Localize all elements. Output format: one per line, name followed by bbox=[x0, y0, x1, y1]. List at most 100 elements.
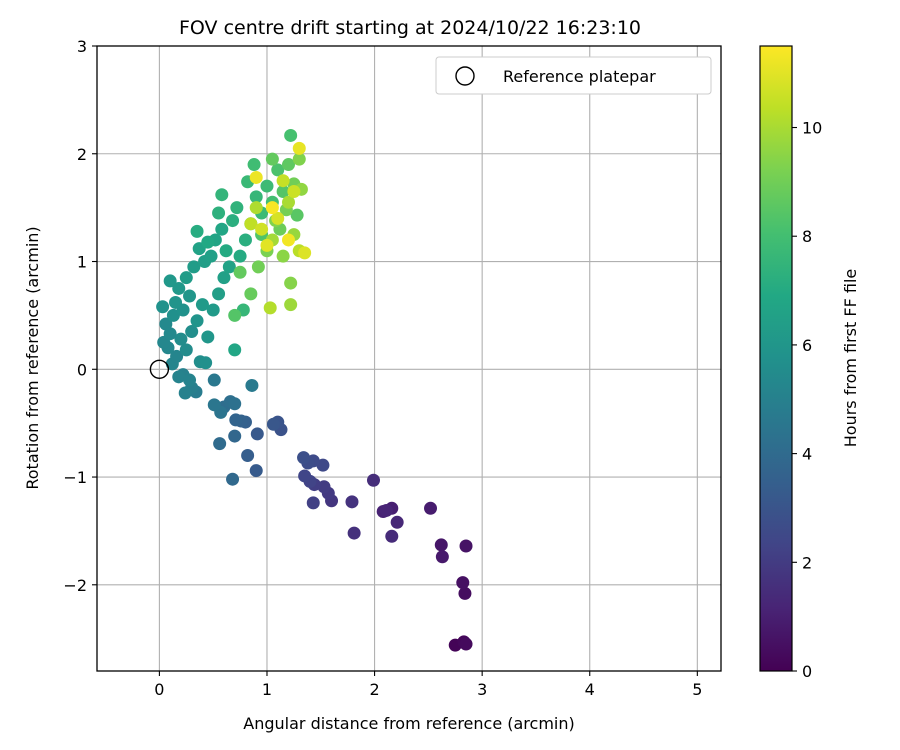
data-point bbox=[458, 586, 472, 600]
y-tick-label: −2 bbox=[63, 576, 87, 595]
data-point bbox=[434, 538, 448, 552]
data-point bbox=[233, 265, 247, 279]
data-point bbox=[390, 515, 404, 529]
data-point bbox=[347, 526, 361, 540]
data-point bbox=[212, 287, 226, 301]
data-point bbox=[212, 206, 226, 220]
data-point bbox=[219, 244, 233, 258]
data-point bbox=[178, 386, 192, 400]
data-point bbox=[233, 249, 247, 263]
data-point bbox=[244, 217, 258, 231]
data-point bbox=[229, 413, 243, 427]
colorbar-tick-label: 0 bbox=[802, 662, 812, 681]
data-point bbox=[263, 301, 277, 315]
data-point bbox=[284, 298, 298, 312]
data-point bbox=[207, 373, 221, 387]
colorbar-tick-label: 6 bbox=[802, 336, 812, 355]
y-tick-label: 0 bbox=[77, 360, 87, 379]
colorbar-tick-label: 10 bbox=[802, 119, 822, 138]
data-point bbox=[282, 158, 296, 172]
data-point bbox=[298, 469, 312, 483]
data-point bbox=[260, 179, 274, 193]
data-point bbox=[170, 349, 184, 363]
x-tick-label: 3 bbox=[477, 680, 487, 699]
colorbar-ticks: 0 2 4 6 8 10 bbox=[792, 119, 822, 681]
data-point bbox=[215, 222, 229, 236]
x-tick-label: 4 bbox=[585, 680, 595, 699]
colorbar-tick-label: 2 bbox=[802, 553, 812, 572]
data-point bbox=[316, 458, 330, 472]
data-point bbox=[169, 295, 183, 309]
data-point bbox=[282, 195, 296, 209]
data-point bbox=[298, 246, 312, 260]
data-point bbox=[183, 373, 197, 387]
x-axis-label: Angular distance from reference (arcmin) bbox=[243, 714, 574, 733]
data-point bbox=[172, 370, 186, 384]
data-point bbox=[249, 201, 263, 215]
legend-marker-reference-platepar bbox=[455, 66, 475, 86]
data-point bbox=[456, 576, 470, 590]
data-point bbox=[238, 233, 252, 247]
y-tick-label: −1 bbox=[63, 468, 87, 487]
data-point bbox=[163, 327, 177, 341]
data-point bbox=[435, 550, 449, 564]
data-points bbox=[156, 128, 473, 652]
y-tick-label: 1 bbox=[77, 253, 87, 272]
y-tick-label: 2 bbox=[77, 145, 87, 164]
x-tick-label: 1 bbox=[262, 680, 272, 699]
data-point bbox=[306, 496, 320, 510]
data-point bbox=[271, 211, 285, 225]
data-point bbox=[459, 637, 473, 651]
data-point bbox=[260, 238, 274, 252]
data-point bbox=[156, 300, 170, 314]
data-point bbox=[206, 303, 220, 317]
data-point bbox=[241, 448, 255, 462]
data-point bbox=[379, 503, 393, 517]
y-tick-label: 3 bbox=[77, 37, 87, 56]
data-point bbox=[276, 249, 290, 263]
data-point bbox=[228, 397, 242, 411]
data-point bbox=[249, 170, 263, 184]
y-axis-label: Rotation from reference (arcmin) bbox=[23, 226, 42, 489]
data-point bbox=[345, 495, 359, 509]
data-point bbox=[250, 427, 264, 441]
data-point bbox=[215, 188, 229, 202]
x-tick-label: 0 bbox=[154, 680, 164, 699]
data-point bbox=[204, 249, 218, 263]
data-point bbox=[251, 260, 265, 274]
data-point bbox=[245, 378, 259, 392]
reference-point bbox=[149, 359, 170, 379]
data-point bbox=[292, 141, 306, 155]
data-point bbox=[187, 260, 201, 274]
data-point bbox=[249, 190, 263, 204]
legend: Reference platepar bbox=[435, 56, 712, 95]
data-point bbox=[159, 317, 173, 331]
x-tick-label: 5 bbox=[692, 680, 702, 699]
x-axis-ticks: 0 1 2 3 4 5 bbox=[154, 671, 702, 699]
data-point bbox=[366, 473, 380, 487]
data-point bbox=[282, 233, 296, 247]
y-axis-ticks: −2 −1 0 1 2 3 bbox=[63, 37, 97, 595]
data-point bbox=[247, 158, 261, 172]
data-point bbox=[163, 274, 177, 288]
data-point bbox=[292, 152, 306, 166]
data-point bbox=[230, 201, 244, 215]
plot-frame bbox=[96, 45, 722, 672]
data-point bbox=[265, 152, 279, 166]
data-point bbox=[166, 308, 180, 322]
data-point bbox=[228, 308, 242, 322]
data-point bbox=[226, 214, 240, 228]
data-point bbox=[201, 235, 215, 249]
colorbar-tick-label: 4 bbox=[802, 445, 812, 464]
data-point bbox=[207, 398, 221, 412]
data-point bbox=[190, 224, 204, 238]
colorbar-label: Hours from first FF file bbox=[841, 269, 860, 448]
data-point bbox=[183, 289, 197, 303]
data-point bbox=[226, 472, 240, 486]
data-point bbox=[190, 314, 204, 328]
x-tick-label: 2 bbox=[369, 680, 379, 699]
data-point bbox=[199, 356, 213, 370]
data-point bbox=[276, 184, 290, 198]
data-point bbox=[255, 222, 269, 236]
